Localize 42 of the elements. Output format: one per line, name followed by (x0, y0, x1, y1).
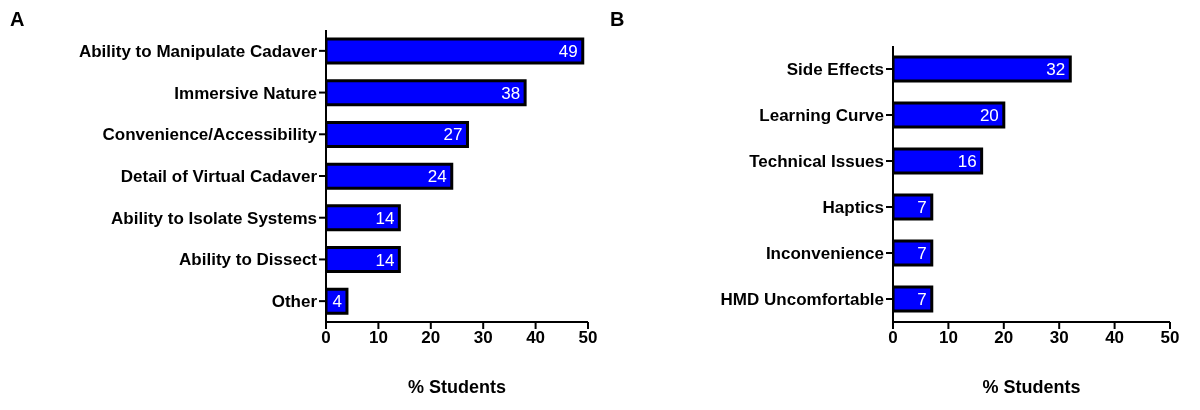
x-tick-label: 20 (421, 328, 441, 348)
x-tick-label: 20 (994, 328, 1014, 348)
text: A (10, 8, 25, 31)
text: B (610, 8, 625, 31)
x-tick-label: 40 (526, 328, 546, 348)
y-tick-label: HMD Uncomfortable (720, 290, 884, 310)
data-label: 38 (501, 83, 521, 103)
data-label: 27 (443, 125, 463, 145)
data-label: 4 (332, 292, 342, 312)
data-label: 14 (375, 208, 395, 228)
x-tick-label: 50 (578, 328, 598, 348)
x-tick-label: 0 (888, 328, 898, 348)
x-tick-label: 10 (938, 328, 958, 348)
x-tick-label: 50 (1160, 328, 1180, 348)
x-tick-label: 10 (368, 328, 388, 348)
x-tick-label: 0 (321, 328, 331, 348)
data-label: 20 (979, 106, 999, 126)
data-label: 16 (957, 152, 977, 172)
y-tick-label: Ability to Isolate Systems (111, 208, 317, 228)
y-tick-label: Side Effects (786, 60, 884, 80)
data-label: 7 (917, 198, 927, 218)
y-tick-label: Convenience/Accessibility (102, 125, 318, 145)
x-tick-label: 30 (1049, 328, 1069, 348)
y-tick-label: Ability to Dissect (179, 250, 318, 270)
x-axis-title: % Students (407, 376, 507, 397)
data-label: 24 (427, 167, 447, 187)
x-tick-label: 40 (1105, 328, 1125, 348)
y-tick-label: Technical Issues (749, 152, 884, 172)
x-axis-title: % Students (982, 376, 1081, 397)
data-label: 7 (917, 244, 927, 264)
y-tick-label: Other (271, 292, 318, 312)
data-label: 32 (1046, 60, 1066, 80)
x-tick-label: 30 (473, 328, 493, 348)
y-tick-label: Learning Curve (759, 106, 884, 126)
y-tick-label: Inconvenience (765, 244, 884, 264)
y-tick-label: Ability to Manipulate Cadaver (78, 41, 318, 61)
data-label: 49 (558, 42, 578, 62)
y-tick-label: Haptics (822, 198, 884, 218)
data-label: 7 (917, 290, 927, 310)
y-tick-label: Immersive Nature (174, 83, 317, 103)
data-label: 14 (375, 250, 395, 270)
y-tick-label: Detail of Virtual Cadaver (120, 167, 318, 187)
